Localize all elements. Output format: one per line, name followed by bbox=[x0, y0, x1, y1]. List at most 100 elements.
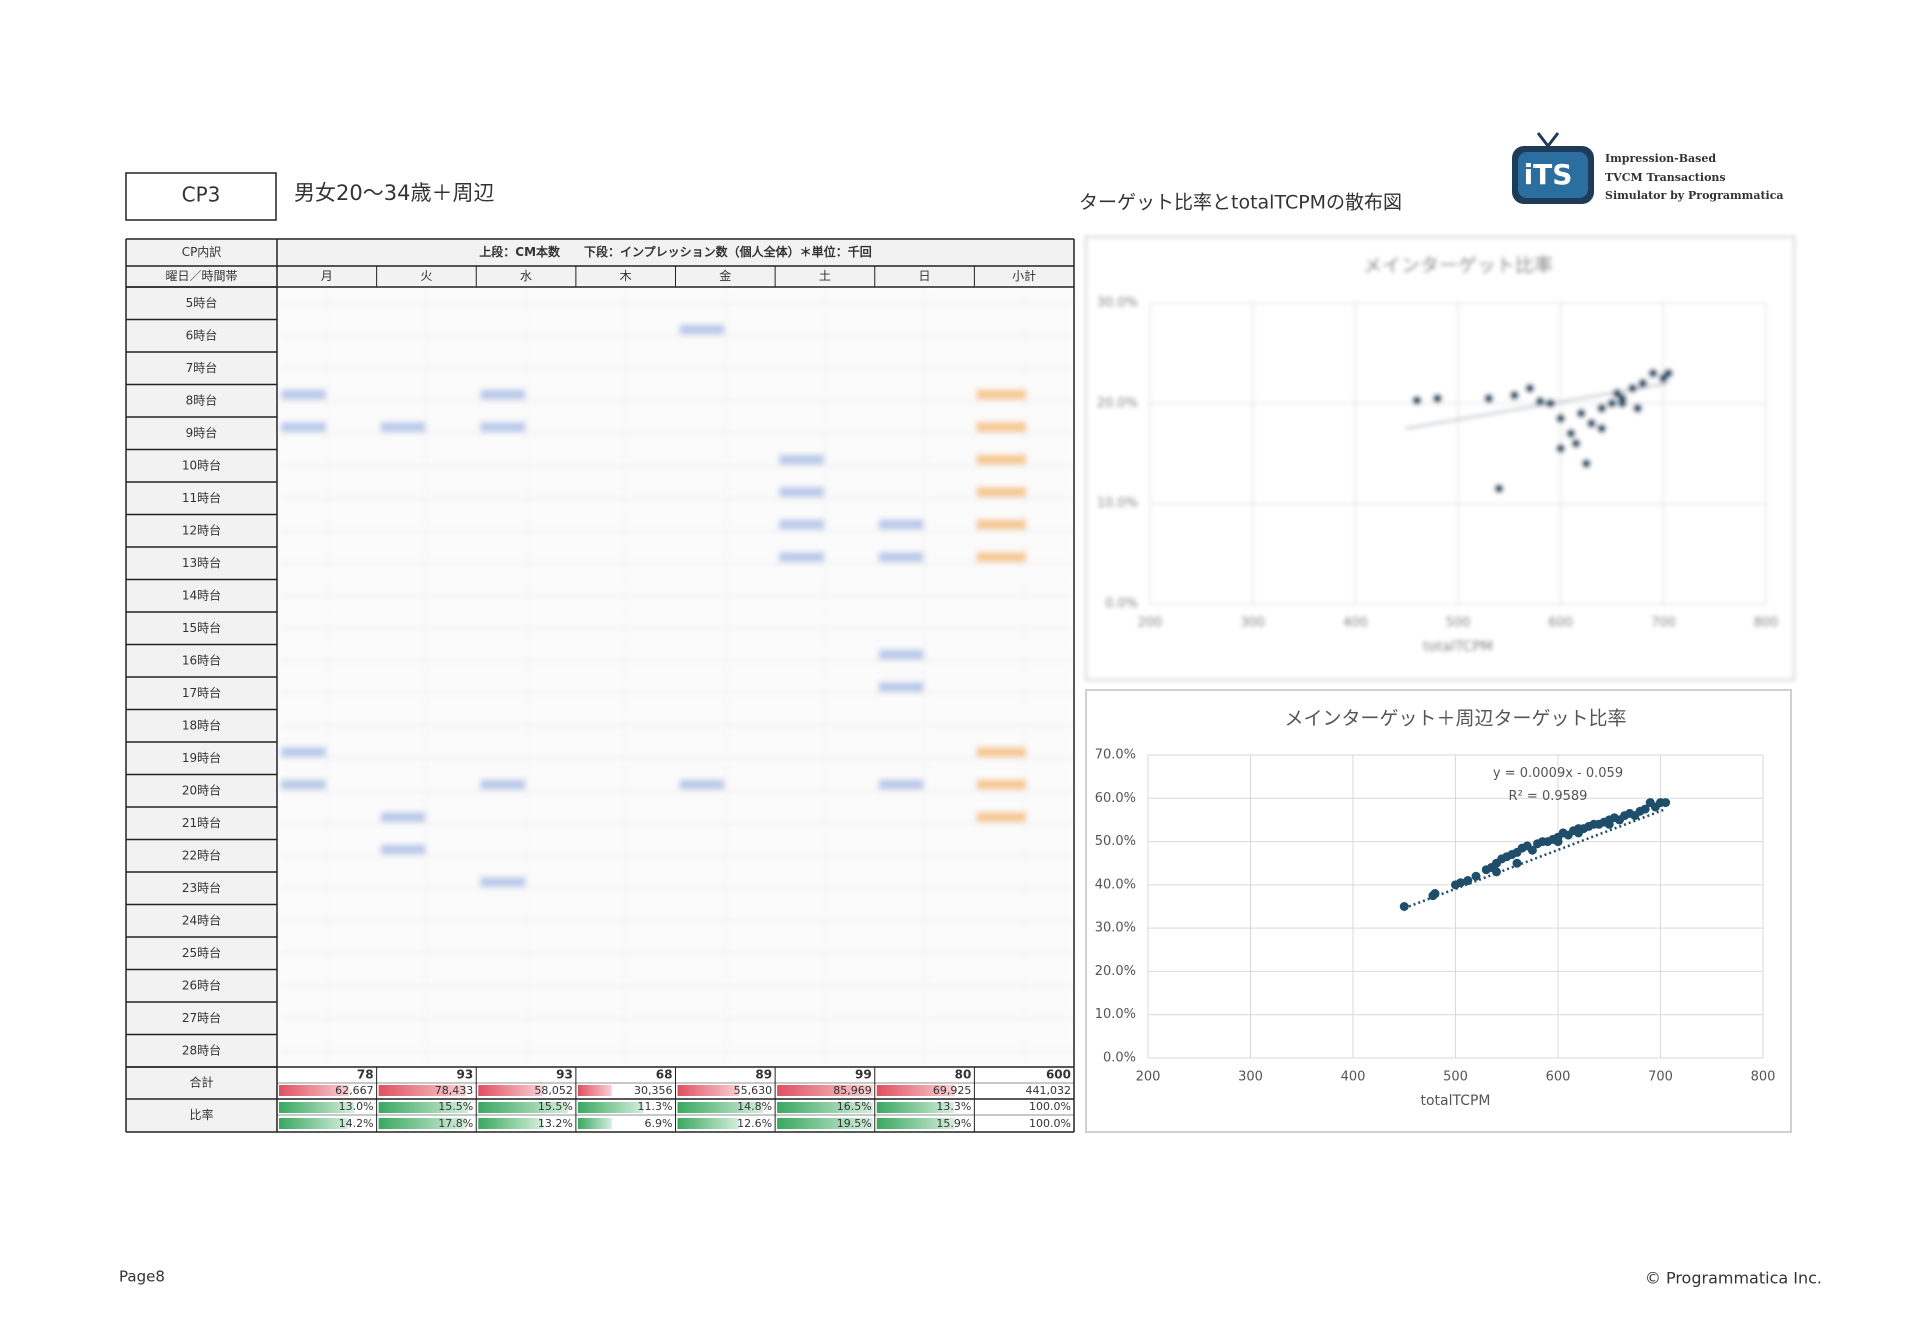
count-ratio-value: 14.8% bbox=[737, 1100, 772, 1113]
count-ratio-bar bbox=[478, 1102, 569, 1113]
impression-ratio-bar bbox=[378, 1118, 466, 1129]
blur-patch bbox=[976, 779, 1027, 790]
count-value: 93 bbox=[556, 1068, 573, 1082]
count-ratio-value: 15.5% bbox=[538, 1100, 573, 1113]
blur-patch bbox=[976, 487, 1027, 497]
impression-bar bbox=[677, 1085, 740, 1096]
count-value: 78 bbox=[357, 1068, 374, 1082]
chart-title: メインターゲット＋周辺ターゲット比率 bbox=[1284, 708, 1626, 730]
row-label: 11時台 bbox=[182, 490, 221, 505]
corner-label: CP内訳 bbox=[182, 244, 222, 259]
column-header: 火 bbox=[420, 269, 432, 283]
blur-patch bbox=[480, 877, 526, 887]
cp-box bbox=[125, 172, 277, 221]
blur-patch bbox=[380, 422, 426, 432]
y-tick-label: 50.0% bbox=[1095, 834, 1136, 849]
row-label: 12時台 bbox=[182, 522, 221, 537]
impression-value: 78,433 bbox=[435, 1084, 474, 1097]
impression-ratio-value: 14.2% bbox=[339, 1117, 374, 1130]
impression-ratio-bar bbox=[677, 1118, 740, 1129]
y-tick-label: 0.0% bbox=[1103, 1051, 1136, 1066]
scatter-point bbox=[1571, 438, 1581, 448]
impression-value: 30,356 bbox=[634, 1084, 673, 1097]
column-header: 月 bbox=[321, 269, 333, 283]
impression-bar bbox=[577, 1085, 612, 1096]
scatter-point bbox=[1471, 871, 1481, 881]
count-ratio-bar bbox=[677, 1102, 764, 1113]
impression-ratio-value: 15.9% bbox=[936, 1117, 971, 1130]
y-tick-label: 70.0% bbox=[1095, 748, 1136, 763]
impression-value: 58,052 bbox=[534, 1084, 573, 1097]
blur-patch bbox=[976, 422, 1027, 432]
blur-patch bbox=[380, 844, 426, 855]
count-ratio-bar bbox=[577, 1102, 644, 1113]
scatter-chart: メインターゲット比率 0.0% 10.0% 20.0% 30.0% 200 300 400 50… bbox=[1085, 236, 1795, 681]
trendline bbox=[1406, 382, 1669, 430]
blur-patch bbox=[878, 682, 924, 692]
count-value: 99 bbox=[855, 1068, 872, 1082]
x-tick-label: 300 bbox=[1238, 1070, 1263, 1085]
scatter-point bbox=[1492, 867, 1501, 877]
count-ratio-bar bbox=[378, 1102, 469, 1113]
scatter-point bbox=[1597, 403, 1607, 413]
impression-value: 85,969 bbox=[833, 1084, 872, 1097]
y-tick-label: 0.0% bbox=[1105, 597, 1138, 612]
blur-patch bbox=[679, 779, 725, 790]
row-label: 27時台 bbox=[182, 1010, 221, 1025]
scatter-point bbox=[1556, 413, 1566, 423]
blur-patch bbox=[976, 812, 1027, 822]
count-ratio-value: 11.3% bbox=[638, 1100, 673, 1113]
y-tick-label: 20.0% bbox=[1095, 964, 1136, 979]
scatter-point bbox=[1399, 902, 1409, 911]
scatter-point bbox=[1463, 876, 1473, 886]
x-tick-label: 200 bbox=[1138, 616, 1163, 631]
scatter-point bbox=[1512, 858, 1522, 868]
count-value: 89 bbox=[755, 1068, 772, 1082]
row-label: 28時台 bbox=[182, 1042, 221, 1057]
logo-mark: iTS bbox=[1524, 158, 1573, 191]
scatter-point bbox=[1597, 423, 1607, 433]
count-ratio-bar bbox=[279, 1102, 355, 1113]
scatter-point bbox=[1581, 459, 1591, 469]
x-tick-label: 500 bbox=[1443, 1070, 1468, 1085]
row-label: 18時台 bbox=[182, 717, 221, 732]
count-ratio-value: 100.0% bbox=[1029, 1100, 1071, 1113]
row-label: 26時台 bbox=[182, 977, 221, 992]
column-header: 土 bbox=[819, 269, 831, 283]
chart-title: メインターゲット比率 bbox=[1363, 255, 1553, 277]
y-tick-label: 10.0% bbox=[1097, 496, 1138, 511]
x-tick-label: 300 bbox=[1240, 616, 1265, 631]
x-tick-label: 400 bbox=[1341, 1070, 1366, 1085]
cp-label: CP3 bbox=[182, 183, 221, 207]
impression-ratio-bar bbox=[279, 1118, 349, 1129]
scatter-point bbox=[1607, 398, 1617, 408]
impression-ratio-bar bbox=[777, 1118, 873, 1129]
impression-bar bbox=[279, 1085, 349, 1096]
row-label: 19時台 bbox=[182, 750, 221, 765]
row-label: 5時台 bbox=[186, 295, 218, 310]
x-tick-label: 200 bbox=[1136, 1070, 1161, 1085]
ratio-label: 比率 bbox=[189, 1107, 213, 1122]
logo: iTS Impression-Based TVCM Transactions S… bbox=[1512, 132, 1784, 204]
scatter-point bbox=[1566, 428, 1576, 438]
y-tick-label: 60.0% bbox=[1095, 791, 1136, 806]
page-number: Page8 bbox=[119, 1268, 165, 1286]
blur-patch bbox=[281, 389, 326, 400]
chart-frame bbox=[1085, 236, 1795, 681]
count-ratio-value: 13.0% bbox=[339, 1100, 374, 1113]
x-axis-label: totalTCPM bbox=[1423, 639, 1493, 655]
impression-ratio-value: 6.9% bbox=[645, 1117, 673, 1130]
total-label: 合計 bbox=[189, 1075, 213, 1090]
chart-frame bbox=[1085, 689, 1792, 1133]
blur-patch bbox=[976, 454, 1027, 465]
blur-patch bbox=[779, 552, 824, 562]
table-note: 上段：CM本数 下段：インプレッション数（個人全体）＊単位：千回 bbox=[479, 244, 871, 259]
body-bg bbox=[277, 287, 1074, 1067]
blur-patch bbox=[878, 519, 924, 530]
impression-ratio-bar bbox=[876, 1118, 955, 1129]
impression-value: 441,032 bbox=[1026, 1084, 1072, 1097]
blurred-cells bbox=[277, 287, 1074, 1067]
x-axis-label: totalTCPM bbox=[1420, 1093, 1490, 1109]
scatter-point bbox=[1604, 819, 1614, 829]
